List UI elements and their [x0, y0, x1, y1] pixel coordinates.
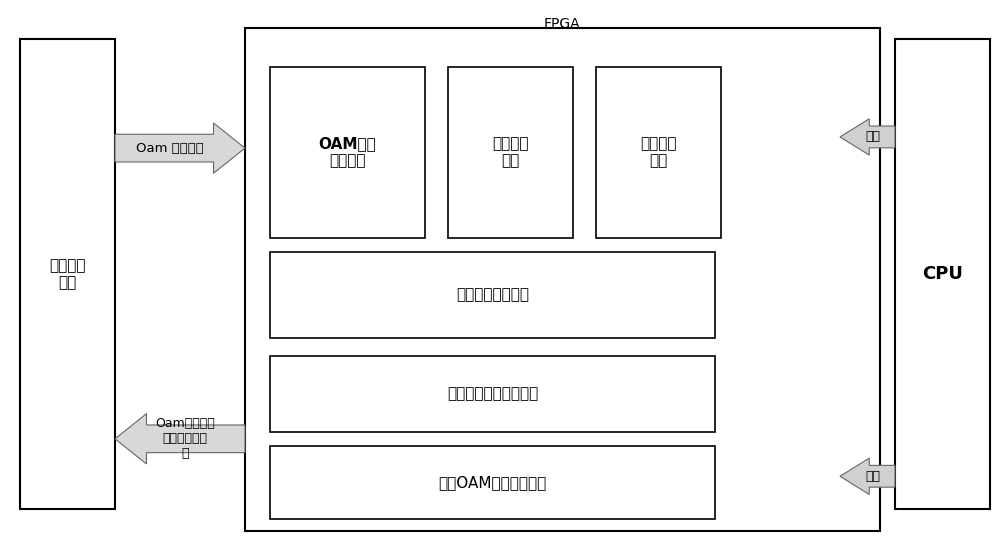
Text: Oam及快速保
护报文发送通
道: Oam及快速保 护报文发送通 道	[155, 418, 215, 460]
Text: Oam 接收通道: Oam 接收通道	[136, 141, 204, 155]
Bar	[270, 67, 425, 238]
Bar	[245, 28, 880, 531]
Text: OAM报文
处理模块: OAM报文 处理模块	[319, 136, 376, 168]
Bar	[895, 39, 990, 509]
Text: 快速决策判断模块: 快速决策判断模块	[456, 287, 529, 302]
Text: CPU: CPU	[922, 265, 963, 283]
Bar	[596, 67, 721, 238]
Bar	[448, 67, 573, 238]
Text: 快速倒换报文生成模块: 快速倒换报文生成模块	[447, 386, 538, 401]
Bar	[270, 252, 715, 338]
Polygon shape	[840, 458, 895, 495]
Text: FPGA: FPGA	[544, 17, 580, 31]
Text: 快速OAM报文生成模块: 快速OAM报文生成模块	[438, 475, 547, 490]
Polygon shape	[115, 123, 245, 173]
Polygon shape	[115, 414, 245, 464]
Text: 告警检测
模块: 告警检测 模块	[492, 136, 529, 168]
Polygon shape	[840, 119, 895, 155]
Text: 配置: 配置	[865, 470, 880, 483]
Bar	[20, 39, 115, 509]
Text: 告警繁殖
模块: 告警繁殖 模块	[640, 136, 677, 168]
Text: 配置: 配置	[865, 130, 880, 144]
Bar	[270, 356, 715, 432]
Text: 交换处理
模块: 交换处理 模块	[49, 258, 86, 290]
Bar	[270, 446, 715, 519]
